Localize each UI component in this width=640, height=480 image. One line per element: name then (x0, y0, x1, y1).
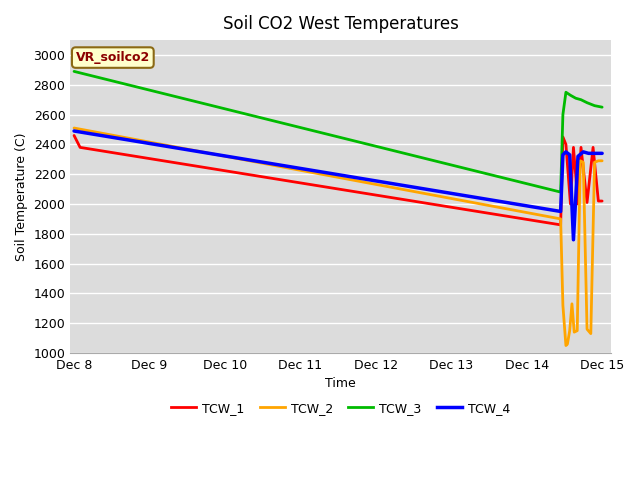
Title: Soil CO2 West Temperatures: Soil CO2 West Temperatures (223, 15, 459, 33)
X-axis label: Time: Time (325, 377, 356, 390)
Text: VR_soilco2: VR_soilco2 (76, 51, 150, 64)
Y-axis label: Soil Temperature (C): Soil Temperature (C) (15, 132, 28, 261)
Legend: TCW_1, TCW_2, TCW_3, TCW_4: TCW_1, TCW_2, TCW_3, TCW_4 (166, 397, 515, 420)
